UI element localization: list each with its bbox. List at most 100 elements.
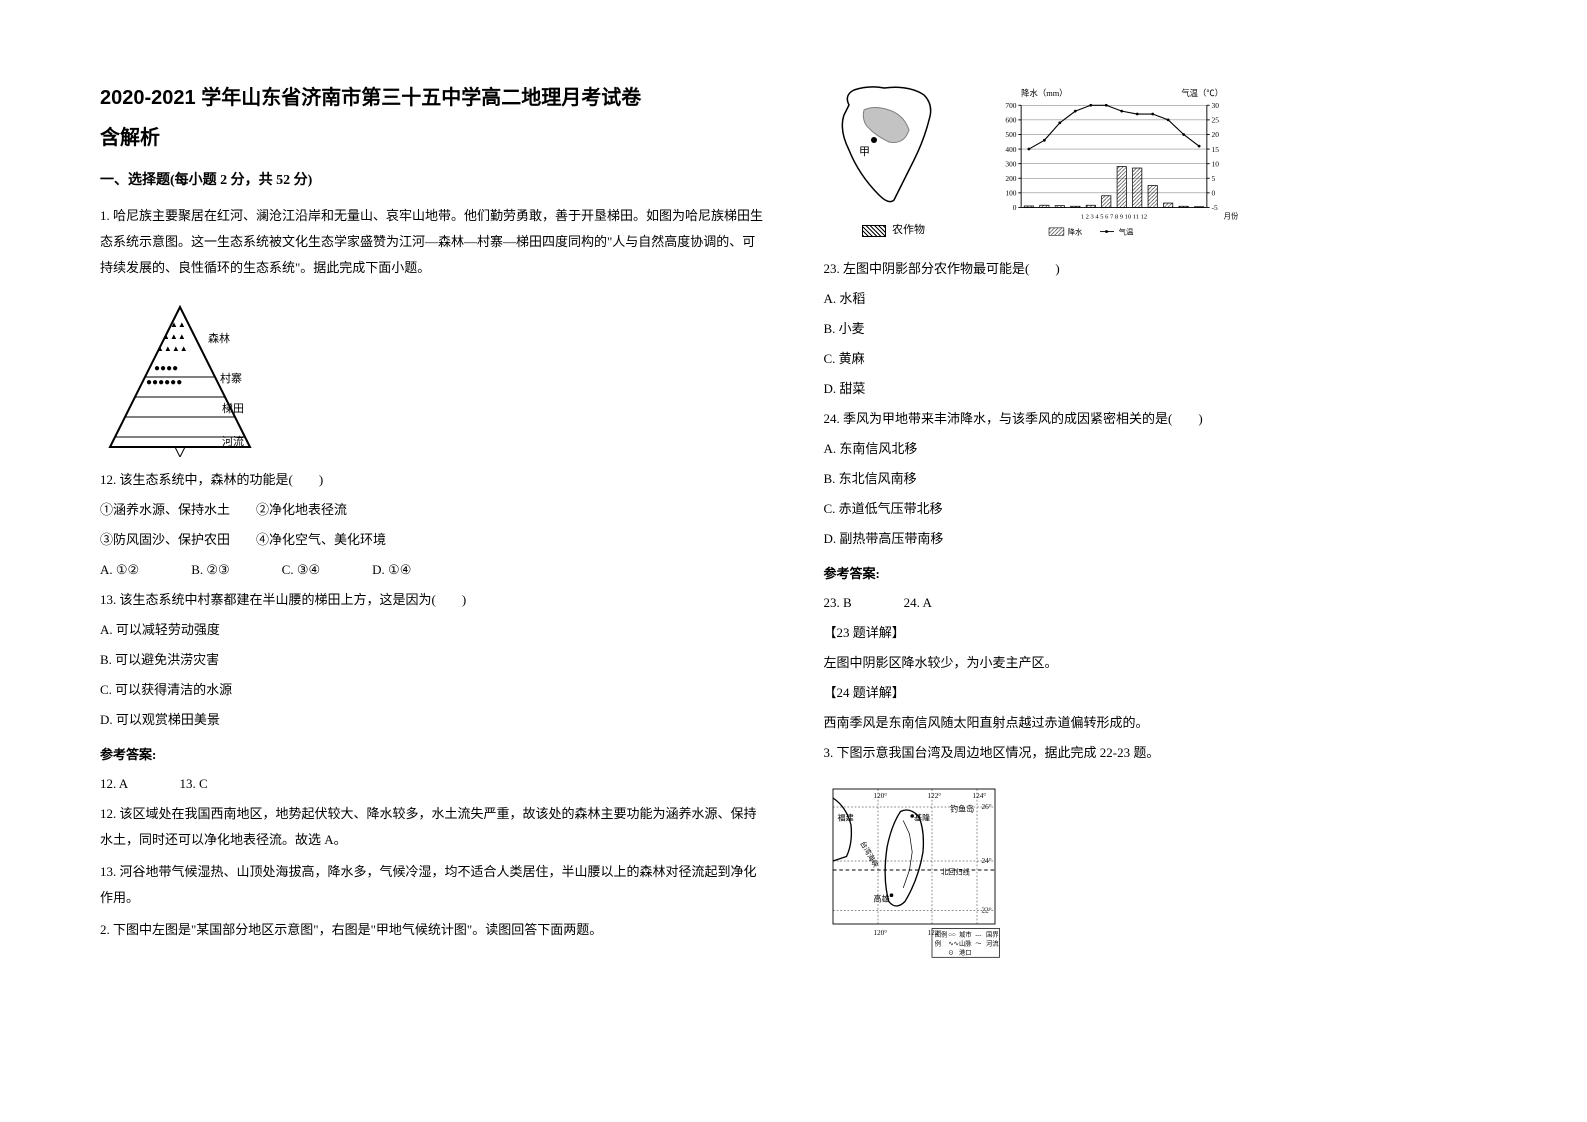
svg-text:钓鱼岛: 钓鱼岛 — [950, 803, 974, 813]
crops-swatch-icon — [862, 225, 886, 237]
exp23-text: 左图中阴影区降水较少，为小麦主产区。 — [824, 650, 1488, 676]
svg-text:5: 5 — [1211, 174, 1215, 183]
svg-text:▲▲▲: ▲▲▲ — [162, 332, 186, 341]
svg-text:●●●●●●: ●●●●●● — [146, 377, 182, 388]
svg-text:高雄: 高雄 — [873, 893, 889, 903]
exp23-heading: 【23 题详解】 — [824, 620, 1488, 646]
svg-text:100: 100 — [1005, 188, 1016, 197]
section-heading: 一、选择题(每小题 2 分，共 52 分) — [100, 168, 764, 193]
climate-chart: 降水（mm）气温（℃）70060050040030020010003025201… — [984, 86, 1244, 236]
svg-text:⊙: ⊙ — [948, 949, 953, 956]
q12-opts1: ①涵养水源、保持水土 ②净化地表径流 — [100, 497, 764, 523]
svg-text:甲: 甲 — [859, 146, 870, 158]
svg-text:∿∿: ∿∿ — [948, 940, 959, 947]
svg-text:122°: 122° — [927, 928, 941, 936]
svg-text:基隆: 基隆 — [914, 812, 930, 822]
q13-opt-c: C. 可以获得清洁的水源 — [100, 677, 764, 703]
svg-text:▲▲: ▲▲ — [170, 320, 186, 329]
q2-intro: 2. 下图中左图是"某国部分地区示意图"，右图是"甲地气候统计图"。读图回答下面… — [100, 917, 764, 943]
exp24-text: 西南季风是东南信风随太阳直射点越过赤道偏转形成的。 — [824, 710, 1488, 736]
q13-stem: 13. 该生态系统中村寨都建在半山腰的梯田上方，这是因为( ) — [100, 587, 764, 613]
q23-opt-b: B. 小麦 — [824, 316, 1488, 342]
terrace-diagram: ▲▲ ▲▲▲ ▲▲▲▲ 森林 ●●●● ●●●●●● 村寨 梯田 河流 — [100, 297, 260, 457]
crops-legend-label: 农作物 — [892, 221, 925, 241]
q23-opt-d: D. 甜菜 — [824, 376, 1488, 402]
svg-text:国界: 国界 — [986, 930, 999, 938]
svg-text:120°: 120° — [873, 792, 887, 800]
taiwan-map: 福建 基隆 钓鱼岛 台湾海峡 高雄 北回归线 120° 122° 124° 26… — [824, 780, 1004, 960]
svg-text:24°: 24° — [981, 856, 991, 864]
q23-opt-a: A. 水稻 — [824, 286, 1488, 312]
svg-text:河流: 河流 — [986, 938, 999, 947]
svg-text:25: 25 — [1211, 115, 1219, 124]
q24-stem: 24. 季风为甲地带来丰沛降水，与该季风的成因紧密相关的是( ) — [824, 406, 1488, 432]
exp24-heading: 【24 题详解】 — [824, 680, 1488, 706]
svg-text:山脉: 山脉 — [959, 938, 972, 947]
svg-text:梯田: 梯田 — [222, 402, 244, 415]
svg-text:400: 400 — [1005, 144, 1016, 153]
svg-text:200: 200 — [1005, 174, 1016, 183]
q24-opt-b: B. 东北信风南移 — [824, 466, 1488, 492]
india-map: 甲 — [824, 80, 964, 210]
q13-opt-d: D. 可以观赏梯田美景 — [100, 707, 764, 733]
q23-opt-c: C. 黄麻 — [824, 346, 1488, 372]
svg-text:降水（mm）: 降水（mm） — [1021, 88, 1067, 98]
svg-text:30: 30 — [1211, 101, 1219, 110]
answer-heading-2: 参考答案: — [824, 562, 1488, 585]
svg-text:---: --- — [975, 931, 981, 938]
svg-text:124°: 124° — [972, 792, 986, 800]
svg-text:120°: 120° — [873, 928, 887, 936]
q23-stem: 23. 左图中阴影部分农作物最可能是( ) — [824, 256, 1488, 282]
svg-text:台湾海峡: 台湾海峡 — [858, 839, 880, 868]
q24-opt-c: C. 赤道低气压带北移 — [824, 496, 1488, 522]
svg-text:22°: 22° — [981, 906, 991, 914]
svg-text:▲▲▲▲: ▲▲▲▲ — [156, 344, 188, 353]
svg-text:20: 20 — [1211, 130, 1219, 139]
svg-text:10: 10 — [1211, 159, 1219, 168]
svg-text:气温（℃）: 气温（℃） — [1181, 88, 1223, 98]
svg-text:300: 300 — [1005, 159, 1016, 168]
svg-text:1 2 3 4 5 6 7 8 9 10 11 12: 1 2 3 4 5 6 7 8 9 10 11 12 — [1080, 213, 1146, 220]
q24-opt-a: A. 东南信风北移 — [824, 436, 1488, 462]
svg-text:600: 600 — [1005, 115, 1016, 124]
q12-opts2: ③防风固沙、保护农田 ④净化空气、美化环境 — [100, 527, 764, 553]
svg-text:○○: ○○ — [948, 931, 956, 938]
svg-text:0: 0 — [1211, 188, 1215, 197]
ans-12-13: 12. A 13. C — [100, 771, 764, 797]
exam-title-line2: 含解析 — [100, 120, 764, 156]
svg-text:月份: 月份 — [1223, 210, 1238, 220]
q13-opt-a: A. 可以减轻劳动强度 — [100, 617, 764, 643]
svg-text:●●●●: ●●●● — [154, 363, 178, 374]
exam-title-line1: 2020-2021 学年山东省济南市第三十五中学高二地理月考试卷 — [100, 80, 764, 116]
q13-opt-b: B. 可以避免洪涝灾害 — [100, 647, 764, 673]
svg-text:122°: 122° — [927, 792, 941, 800]
q12-choices: A. ①② B. ②③ C. ③④ D. ①④ — [100, 557, 764, 583]
svg-text:气温: 气温 — [1118, 226, 1133, 236]
q24-opt-d: D. 副热带高压带南移 — [824, 526, 1488, 552]
q12-stem: 12. 该生态系统中，森林的功能是( ) — [100, 467, 764, 493]
svg-text:降水: 降水 — [1067, 226, 1082, 236]
maps-chart-row: 甲 农作物 降水（mm）气温（℃）70060050040030020010003… — [824, 80, 1488, 241]
svg-text:福建: 福建 — [837, 812, 853, 822]
svg-text:城市: 城市 — [959, 929, 972, 938]
left-column: 2020-2021 学年山东省济南市第三十五中学高二地理月考试卷 含解析 一、选… — [100, 80, 764, 1082]
map-legend: 农作物 — [824, 221, 964, 241]
svg-text:例: 例 — [934, 938, 940, 947]
svg-text:15: 15 — [1211, 144, 1219, 153]
svg-text:村寨: 村寨 — [220, 371, 242, 385]
svg-text:-5: -5 — [1211, 203, 1217, 212]
q1-intro: 1. 哈尼族主要聚居在红河、澜沧江沿岸和无量山、哀牢山地带。他们勤劳勇敢，善于开… — [100, 203, 764, 281]
svg-text:森林: 森林 — [208, 331, 230, 345]
svg-text:0: 0 — [1012, 203, 1016, 212]
india-map-wrap: 甲 农作物 — [824, 80, 964, 241]
right-column: 甲 农作物 降水（mm）气温（℃）70060050040030020010003… — [824, 80, 1488, 1082]
ans-23-24: 23. B 24. A — [824, 590, 1488, 616]
ans-13-exp: 13. 河谷地带气候湿热、山顶处海拔高，降水多，气候冷湿，均不适合人类居住，半山… — [100, 859, 764, 911]
svg-text:～: ～ — [975, 940, 982, 947]
svg-text:500: 500 — [1005, 130, 1016, 139]
svg-text:河流: 河流 — [222, 434, 244, 448]
svg-text:700: 700 — [1005, 101, 1016, 110]
ans-12-exp: 12. 该区域处在我国西南地区，地势起伏较大、降水较多，水土流失严重，故该处的森… — [100, 801, 764, 853]
svg-text:北回归线: 北回归线 — [941, 867, 970, 876]
svg-text:26°: 26° — [981, 802, 991, 810]
